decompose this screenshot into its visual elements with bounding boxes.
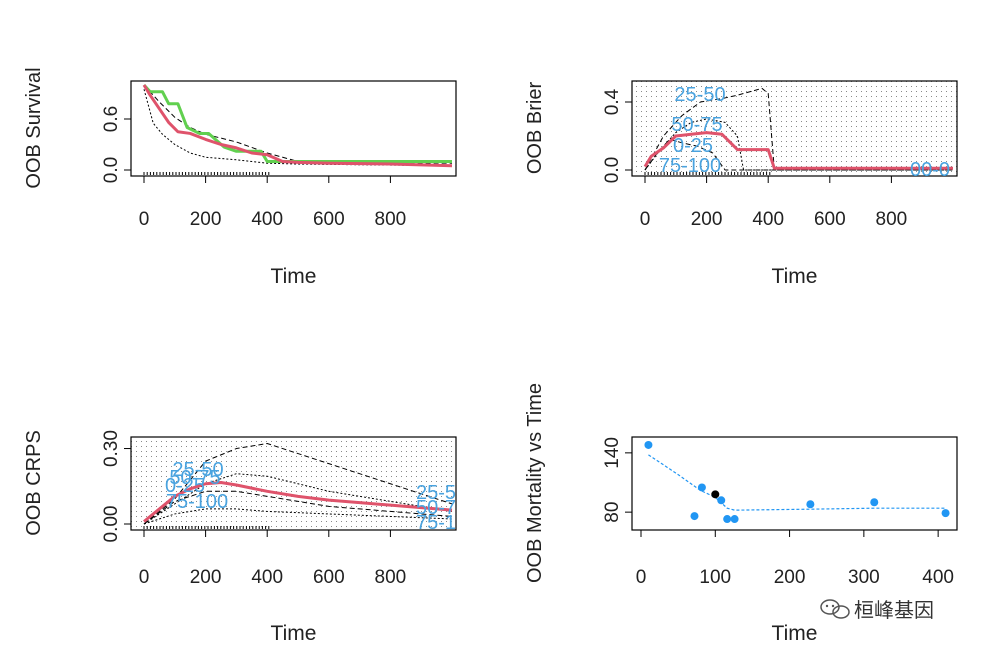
quantile-label: 50-75 [671,114,722,136]
quantile-label: 50-7 [416,497,456,519]
series-line-0-25 [143,490,453,525]
x-tick-label: 200 [691,209,723,230]
plot-frame [130,80,457,177]
quantile-label: 25-5 [416,482,456,504]
y-axis-label: OOB Mortality vs Time [524,383,546,583]
data-point [644,440,653,449]
series-line-75-100 [143,508,453,525]
y-axis-label: OOB CRPS [23,430,45,536]
panel-mortality: 0 100 200 300 400 80 140 Time OOB Mortality vs T… [524,383,958,645]
x-axis-label: Time [772,265,818,288]
x-tick-label: 600 [313,209,345,230]
x-tick-label: 0 [636,567,647,588]
x-tick-label: 400 [251,209,283,230]
x-tick-label: 200 [774,567,806,588]
data-point [711,490,720,499]
y-tick-label: 0.6 [101,106,122,132]
x-tick-label: 400 [752,209,784,230]
x-tick-label: 0 [139,567,150,588]
quantile-label: 25-50 [674,84,725,106]
panel-brier: 0 200 400 600 800 0.0 0.4 Time OOB Brier 25-50 50-… [524,80,958,288]
y-tick-label: 0.00 [101,506,122,543]
series-line-overall [643,131,953,170]
wechat-icon [820,599,850,619]
quantile-label: 75-100 [659,155,721,177]
watermark: 桓峰基因 [820,599,934,622]
quantile-label: 75-1 [416,512,456,534]
series-line-25-50 [644,87,953,171]
x-tick-label: 200 [190,567,222,588]
trend-line [648,454,946,511]
quantile-label: 25-50 [172,459,223,481]
plot-frame [631,80,958,177]
x-tick-label: 600 [814,209,846,230]
y-tick-label: 80 [602,502,623,523]
data-point [717,496,726,505]
quantile-label: 75-100 [166,491,228,513]
x-tick-label: 100 [699,567,731,588]
quantile-label: 0-25 [673,135,713,157]
series-line-lower-dotted [143,89,453,167]
series-line-red [142,84,453,168]
x-tick-label: 0 [139,209,150,230]
data-point [697,483,706,492]
plot-frame [631,436,958,531]
x-tick-label: 800 [375,209,407,230]
x-tick-label: 200 [190,209,222,230]
series-line-25-50 [143,443,453,525]
data-point [870,498,879,507]
watermark-text: 桓峰基因 [854,599,934,622]
x-tick-label: 800 [375,567,407,588]
y-tick-label: 0.0 [602,157,623,183]
grid-background [632,81,957,176]
y-tick-label: 0.30 [101,430,122,467]
series-line-upper-dotted [143,84,453,164]
y-tick-label: 140 [602,437,623,469]
plot-frame [130,436,457,531]
x-tick-label: 600 [313,567,345,588]
y-tick-label: 0.4 [602,88,623,115]
quantile-label: 00-0 [910,159,950,181]
quantile-label: 50-75 [169,467,220,489]
x-tick-label: 0 [640,209,651,230]
x-tick-label: 400 [251,567,283,588]
quantile-label: 0-25 [165,475,205,497]
series-line-50-75 [143,473,453,525]
data-point [690,512,699,521]
x-tick-label: 800 [876,209,908,230]
x-tick-label: 400 [922,567,954,588]
data-point [806,500,815,509]
x-tick-label: 300 [848,567,880,588]
y-axis-label: OOB Survival [23,67,45,188]
panel-survival: 0 200 400 600 800 0.0 0.6 Time OOB Survival [23,67,457,288]
x-axis-label: Time [271,622,317,645]
x-axis-label: Time [271,265,317,288]
x-axis-label: Time [772,622,818,645]
data-point [941,509,950,518]
y-axis-label: OOB Brier [524,82,546,175]
y-tick-label: 0.0 [101,157,122,183]
series-line-overall [143,481,453,523]
data-point [723,515,732,524]
series-line-green [142,83,452,163]
data-point [730,515,739,524]
